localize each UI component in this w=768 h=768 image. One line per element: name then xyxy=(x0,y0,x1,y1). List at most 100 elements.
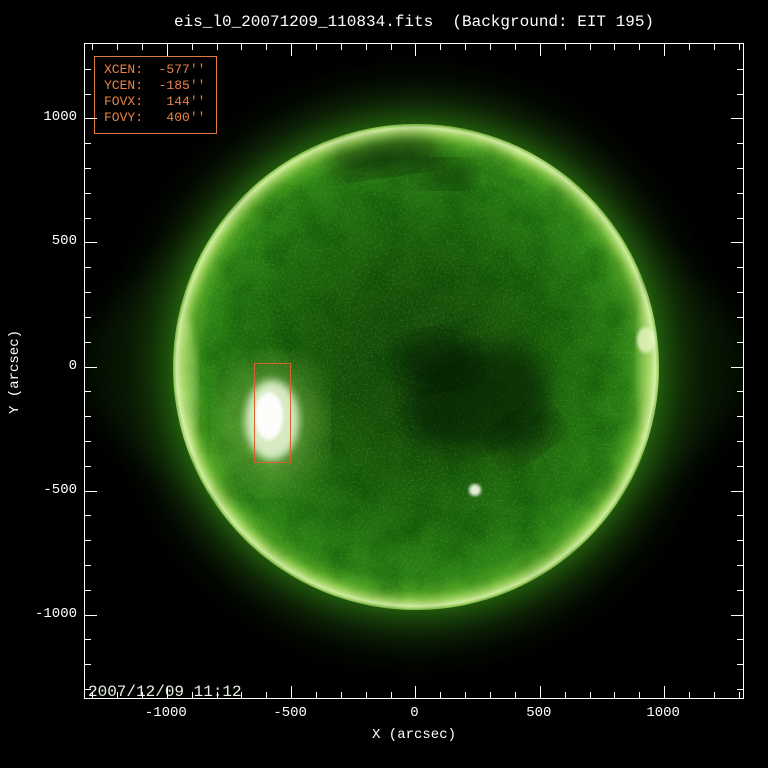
y-axis-tick xyxy=(731,614,743,616)
x-axis-tick xyxy=(365,692,367,698)
x-axis-tick xyxy=(639,692,641,698)
y-axis-tick xyxy=(85,391,91,393)
x-axis-tick xyxy=(539,44,541,56)
y-axis-tick xyxy=(737,292,743,294)
y-axis-tick xyxy=(85,689,91,691)
x-axis-title: X (arcsec) xyxy=(371,727,456,743)
y-axis-tick xyxy=(85,515,91,517)
y-axis-tick xyxy=(737,416,743,418)
x-tick-label: -1000 xyxy=(144,705,187,721)
x-axis-tick xyxy=(514,44,516,50)
y-tick-label: -1000 xyxy=(34,605,77,622)
x-axis-tick xyxy=(465,44,467,50)
y-axis-tick xyxy=(737,267,743,269)
x-axis-tick xyxy=(713,692,715,698)
y-axis-tick xyxy=(731,242,743,244)
fov-info-fovy: FOVY: 400'' xyxy=(104,110,206,125)
x-axis-tick xyxy=(415,44,417,56)
y-axis-tick xyxy=(85,292,91,294)
y-axis-tick xyxy=(85,416,91,418)
y-axis-tick xyxy=(731,366,743,368)
y-axis-tick xyxy=(737,664,743,666)
y-axis-tick xyxy=(737,540,743,542)
x-axis-tick xyxy=(539,686,541,698)
x-axis-tick xyxy=(291,686,293,698)
y-axis-tick xyxy=(85,267,91,269)
y-axis-tick xyxy=(737,440,743,442)
x-axis-tick xyxy=(465,692,467,698)
y-axis-tick xyxy=(85,217,91,219)
y-tick-label: 0 xyxy=(68,357,77,374)
x-axis-tick xyxy=(117,692,119,698)
y-axis-tick xyxy=(737,192,743,194)
y-axis-tick xyxy=(85,341,91,343)
x-axis-tick xyxy=(166,686,168,698)
x-axis-tick xyxy=(191,692,193,698)
x-axis-tick xyxy=(216,692,218,698)
x-axis-tick xyxy=(117,44,119,50)
x-axis-tick xyxy=(738,44,740,50)
x-axis-tick xyxy=(166,44,168,56)
fov-info-fovx: FOVX: 144'' xyxy=(104,94,206,109)
y-axis-tick xyxy=(85,465,91,467)
y-axis-tick xyxy=(731,118,743,120)
x-axis-tick xyxy=(564,44,566,50)
plot-title: eis_l0_20071209_110834.fits (Background:… xyxy=(173,13,655,31)
y-axis-tick xyxy=(737,465,743,467)
x-axis-tick xyxy=(738,692,740,698)
x-axis-tick xyxy=(564,692,566,698)
y-axis-tick xyxy=(85,143,91,145)
x-axis-tick xyxy=(490,692,492,698)
x-axis-tick xyxy=(639,44,641,50)
y-axis-tick xyxy=(85,540,91,542)
x-axis-tick xyxy=(291,44,293,56)
x-axis-tick xyxy=(664,44,666,56)
y-axis-tick xyxy=(737,316,743,318)
y-axis-tick xyxy=(85,168,91,170)
y-axis-tick xyxy=(731,490,743,492)
y-axis-tick xyxy=(85,316,91,318)
x-axis-tick xyxy=(316,692,318,698)
y-axis-tick xyxy=(737,639,743,641)
fov-rectangle[interactable] xyxy=(254,363,291,463)
x-axis-tick xyxy=(440,44,442,50)
x-axis-tick xyxy=(514,692,516,698)
x-axis-tick xyxy=(191,44,193,50)
x-axis-tick xyxy=(490,44,492,50)
x-axis-tick xyxy=(241,44,243,50)
y-axis-tick xyxy=(737,689,743,691)
y-axis-tick xyxy=(85,118,97,120)
x-axis-tick xyxy=(713,44,715,50)
y-axis-tick xyxy=(737,391,743,393)
x-axis-tick xyxy=(340,44,342,50)
y-axis-tick xyxy=(737,168,743,170)
x-axis-tick xyxy=(241,692,243,698)
y-axis-tick xyxy=(737,589,743,591)
y-axis-tick xyxy=(737,68,743,70)
x-axis-tick xyxy=(390,44,392,50)
y-axis-tick xyxy=(737,93,743,95)
observation-timestamp: 2007/12/09 11:12 xyxy=(88,683,242,699)
x-axis-tick xyxy=(390,692,392,698)
x-axis-tick xyxy=(664,686,666,698)
y-axis-tick xyxy=(85,440,91,442)
x-axis-tick xyxy=(216,44,218,50)
fov-info-xcen: XCEN: -577'' xyxy=(104,62,206,77)
x-axis-tick xyxy=(440,692,442,698)
y-axis-tick xyxy=(85,614,97,616)
y-axis-tick xyxy=(737,143,743,145)
x-axis-tick xyxy=(340,692,342,698)
x-axis-tick xyxy=(266,44,268,50)
x-axis-tick xyxy=(365,44,367,50)
limb-brightening-ring xyxy=(173,124,659,610)
y-axis-tick xyxy=(85,565,91,567)
y-axis-tick xyxy=(737,217,743,219)
sun-image xyxy=(86,49,743,685)
x-axis-tick xyxy=(689,44,691,50)
fov-info-ycen: YCEN: -185'' xyxy=(104,78,206,93)
y-axis-tick xyxy=(737,515,743,517)
plot-area[interactable]: XCEN: -577'' YCEN: -185'' FOVX: 144'' FO… xyxy=(84,43,744,699)
x-axis-tick xyxy=(92,44,94,50)
fov-info-box: XCEN: -577'' YCEN: -185'' FOVX: 144'' FO… xyxy=(94,56,217,134)
